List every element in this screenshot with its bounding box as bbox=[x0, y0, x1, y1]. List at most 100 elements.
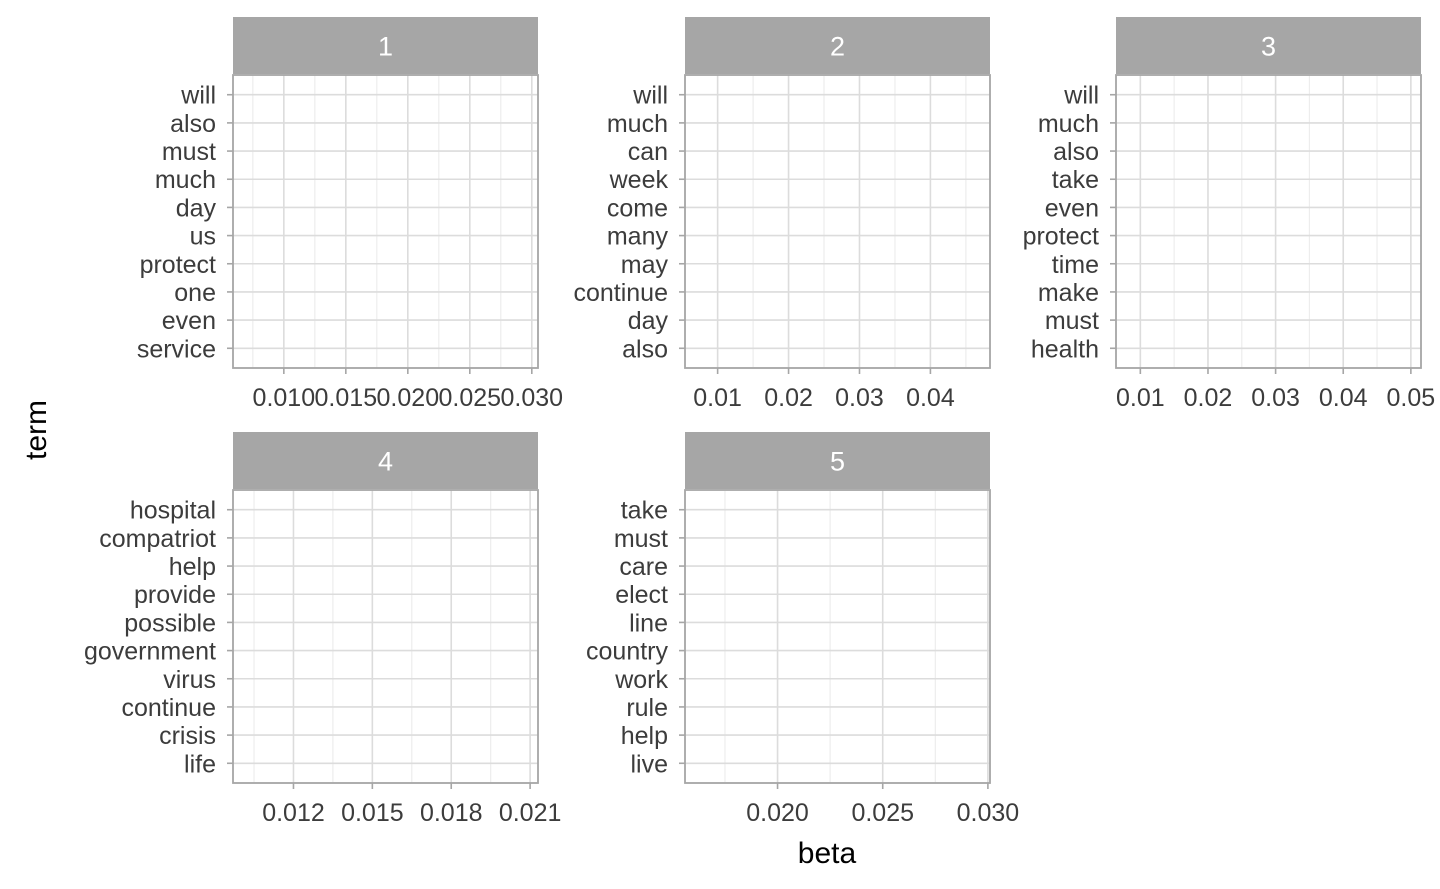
facet-panel-4: 4 0.012 0.015 0.018 0.021 hospitalcompatrioth… bbox=[84, 432, 561, 827]
term-label: hospital bbox=[130, 497, 216, 525]
plot-area bbox=[1116, 75, 1421, 368]
facet-strip-label: 3 bbox=[1261, 32, 1276, 62]
term-label: time bbox=[1052, 251, 1099, 279]
term-label: compatriot bbox=[99, 525, 216, 553]
term-label: must bbox=[614, 525, 668, 553]
x-axis-title: beta bbox=[798, 837, 857, 870]
term-label: must bbox=[162, 138, 216, 166]
term-label: health bbox=[1031, 335, 1099, 363]
term-label: also bbox=[170, 110, 216, 138]
x-tick-label: 0.03 bbox=[835, 384, 884, 412]
facet-strip-label: 5 bbox=[830, 447, 845, 477]
facet-strip bbox=[685, 432, 990, 489]
term-label: help bbox=[169, 553, 216, 581]
facet-panel-1: 1 0.010 0.015 0.020 0.025 0.030 willalsomustmu… bbox=[137, 17, 563, 412]
x-tick-label: 0.015 bbox=[315, 384, 378, 412]
facet-strip bbox=[233, 432, 538, 489]
plot-area bbox=[685, 490, 990, 783]
x-tick-label: 0.025 bbox=[851, 799, 914, 827]
panel-border bbox=[684, 74, 991, 369]
term-label: much bbox=[607, 110, 668, 138]
term-label: will bbox=[632, 82, 668, 110]
term-label: continue bbox=[121, 694, 216, 722]
plot-area bbox=[685, 75, 990, 368]
term-label: government bbox=[84, 638, 216, 666]
term-label: also bbox=[1053, 138, 1099, 166]
term-label: us bbox=[190, 223, 216, 251]
term-label: virus bbox=[163, 666, 216, 694]
x-tick-label: 0.02 bbox=[764, 384, 813, 412]
x-tick-label: 0.04 bbox=[906, 384, 955, 412]
term-label: provide bbox=[134, 581, 216, 609]
term-label: crisis bbox=[159, 722, 216, 750]
facet-panel-5: 5 0.020 0.025 0.030 takemustcareelectlinecou… bbox=[586, 432, 1019, 827]
term-label: service bbox=[137, 335, 216, 363]
panel-border bbox=[684, 489, 991, 784]
term-label: can bbox=[628, 138, 668, 166]
term-label: live bbox=[630, 750, 668, 778]
panel-border bbox=[232, 74, 539, 369]
x-tick-label: 0.018 bbox=[420, 799, 483, 827]
x-tick-label: 0.021 bbox=[499, 799, 562, 827]
term-label: work bbox=[614, 666, 668, 694]
term-label: will bbox=[180, 82, 216, 110]
term-label: may bbox=[621, 251, 669, 279]
x-tick-label: 0.03 bbox=[1251, 384, 1300, 412]
x-tick-label: 0.025 bbox=[439, 384, 502, 412]
term-label: country bbox=[586, 638, 668, 666]
term-label: many bbox=[607, 223, 669, 251]
x-tick-label: 0.012 bbox=[262, 799, 325, 827]
x-tick-label: 0.010 bbox=[253, 384, 316, 412]
term-label: must bbox=[1045, 307, 1099, 335]
facet-panel-3: 3 0.01 0.02 0.03 0.04 0.05 willmuchalsotakeeve… bbox=[1023, 17, 1436, 412]
term-label: make bbox=[1038, 279, 1099, 307]
term-label: day bbox=[628, 307, 669, 335]
x-tick-label: 0.04 bbox=[1319, 384, 1368, 412]
term-label: one bbox=[174, 279, 216, 307]
term-label: even bbox=[1045, 194, 1099, 222]
term-label: life bbox=[184, 750, 216, 778]
x-tick-label: 0.030 bbox=[501, 384, 564, 412]
term-label: line bbox=[629, 609, 668, 637]
x-tick-label: 0.02 bbox=[1184, 384, 1233, 412]
term-label: week bbox=[609, 166, 669, 194]
term-label: much bbox=[1038, 110, 1099, 138]
facet-strip-label: 2 bbox=[830, 32, 845, 62]
facet-strip bbox=[1116, 17, 1421, 74]
term-label: also bbox=[622, 335, 668, 363]
term-label: even bbox=[162, 307, 216, 335]
facet-strip bbox=[685, 17, 990, 74]
x-tick-label: 0.030 bbox=[957, 799, 1020, 827]
x-tick-label: 0.01 bbox=[693, 384, 742, 412]
facet-panels: 10.010 0.015 0.020 0.025 0.030willalsomustmu… bbox=[84, 17, 1435, 827]
facet-strip bbox=[233, 17, 538, 74]
plot-area bbox=[233, 75, 538, 368]
term-label: come bbox=[607, 194, 668, 222]
facet-strip-label: 1 bbox=[378, 32, 393, 62]
term-label: take bbox=[1052, 166, 1099, 194]
x-tick-label: 0.05 bbox=[1387, 384, 1436, 412]
facet-strip-label: 4 bbox=[378, 447, 393, 477]
facet-panel-2: 2 0.01 0.02 0.03 0.04 willmuchcanweekcomemany… bbox=[573, 17, 991, 412]
term-label: protect bbox=[1023, 223, 1099, 251]
term-label: care bbox=[619, 553, 668, 581]
term-label: day bbox=[176, 194, 217, 222]
term-label: rule bbox=[626, 694, 668, 722]
term-label: possible bbox=[124, 609, 216, 637]
panel-border bbox=[1115, 74, 1422, 369]
x-tick-label: 0.01 bbox=[1116, 384, 1165, 412]
term-label: will bbox=[1063, 82, 1099, 110]
x-tick-label: 0.020 bbox=[377, 384, 440, 412]
panel-border bbox=[232, 489, 539, 784]
plot-area bbox=[233, 490, 538, 783]
term-label: take bbox=[621, 497, 668, 525]
term-label: elect bbox=[615, 581, 668, 609]
x-tick-label: 0.015 bbox=[341, 799, 404, 827]
term-label: protect bbox=[140, 251, 216, 279]
y-axis-title: term bbox=[20, 400, 53, 460]
term-label: much bbox=[155, 166, 216, 194]
term-label: continue bbox=[573, 279, 668, 307]
x-tick-label: 0.020 bbox=[746, 799, 809, 827]
term-label: help bbox=[621, 722, 668, 750]
